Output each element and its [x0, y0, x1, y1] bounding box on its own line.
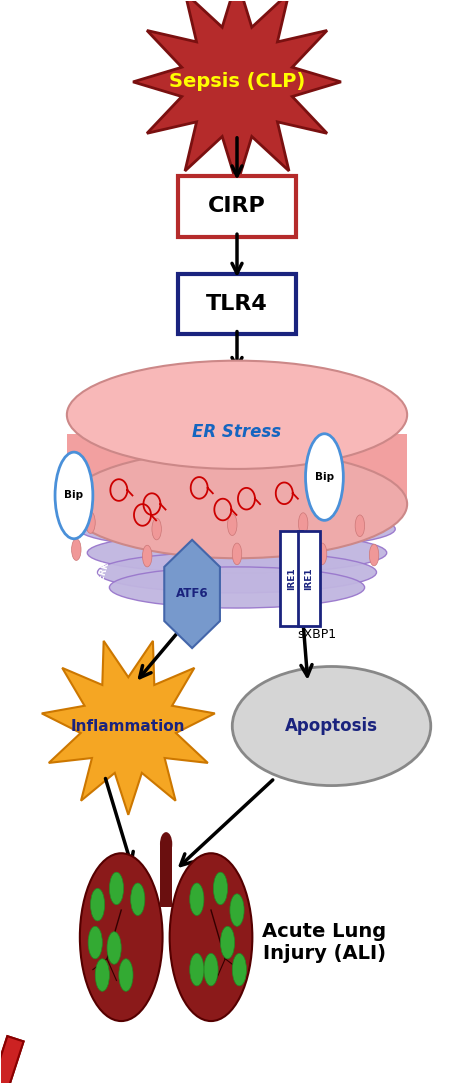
Circle shape	[86, 512, 95, 533]
Circle shape	[152, 518, 161, 540]
Bar	[160, 844, 172, 907]
Text: PERK: PERK	[75, 555, 91, 581]
Circle shape	[107, 932, 121, 965]
Ellipse shape	[79, 508, 395, 550]
Text: IRE1: IRE1	[287, 568, 296, 590]
Ellipse shape	[67, 361, 407, 469]
Circle shape	[131, 883, 145, 916]
Ellipse shape	[160, 833, 172, 856]
FancyBboxPatch shape	[0, 1036, 24, 1084]
Ellipse shape	[232, 667, 431, 786]
FancyBboxPatch shape	[0, 1036, 24, 1084]
Circle shape	[119, 959, 133, 991]
Bar	[67, 434, 407, 504]
Circle shape	[220, 927, 235, 959]
Text: ATF6: ATF6	[176, 588, 209, 601]
Circle shape	[204, 954, 218, 985]
Text: TLR4: TLR4	[206, 294, 268, 314]
Polygon shape	[42, 641, 215, 815]
Ellipse shape	[67, 450, 407, 558]
Circle shape	[228, 514, 237, 535]
Ellipse shape	[72, 483, 402, 525]
Text: Apoptosis: Apoptosis	[285, 717, 378, 735]
Circle shape	[72, 539, 81, 560]
Circle shape	[143, 545, 152, 567]
Text: sXBP1: sXBP1	[298, 628, 337, 641]
Text: Bip: Bip	[315, 472, 334, 482]
Circle shape	[318, 543, 327, 565]
Circle shape	[88, 927, 102, 959]
Circle shape	[369, 544, 379, 566]
Circle shape	[91, 889, 105, 921]
Circle shape	[55, 452, 93, 539]
Circle shape	[213, 873, 228, 905]
FancyBboxPatch shape	[281, 531, 302, 627]
FancyBboxPatch shape	[178, 176, 296, 236]
Circle shape	[230, 894, 244, 927]
Circle shape	[355, 515, 365, 537]
Text: Acute Lung
Injury (ALI): Acute Lung Injury (ALI)	[263, 922, 386, 963]
Circle shape	[95, 959, 109, 991]
Text: ER Stress: ER Stress	[192, 423, 282, 440]
Circle shape	[232, 954, 246, 985]
Text: Bip: Bip	[64, 490, 83, 501]
Polygon shape	[133, 0, 341, 184]
FancyBboxPatch shape	[178, 273, 296, 334]
Ellipse shape	[109, 567, 365, 608]
Ellipse shape	[80, 853, 163, 1021]
Ellipse shape	[87, 532, 387, 573]
Circle shape	[190, 954, 204, 985]
Text: Sepsis (CLP): Sepsis (CLP)	[169, 73, 305, 91]
FancyBboxPatch shape	[298, 531, 319, 627]
Polygon shape	[164, 540, 220, 648]
Circle shape	[109, 873, 124, 905]
Text: PERK: PERK	[94, 560, 110, 586]
Circle shape	[306, 434, 343, 520]
Circle shape	[190, 883, 204, 916]
Circle shape	[299, 513, 308, 534]
Text: CIRP: CIRP	[208, 196, 266, 217]
Text: Inflammation: Inflammation	[71, 719, 185, 734]
Text: IRE1: IRE1	[304, 568, 313, 590]
Ellipse shape	[98, 552, 376, 593]
Circle shape	[232, 543, 242, 565]
Ellipse shape	[170, 853, 252, 1021]
